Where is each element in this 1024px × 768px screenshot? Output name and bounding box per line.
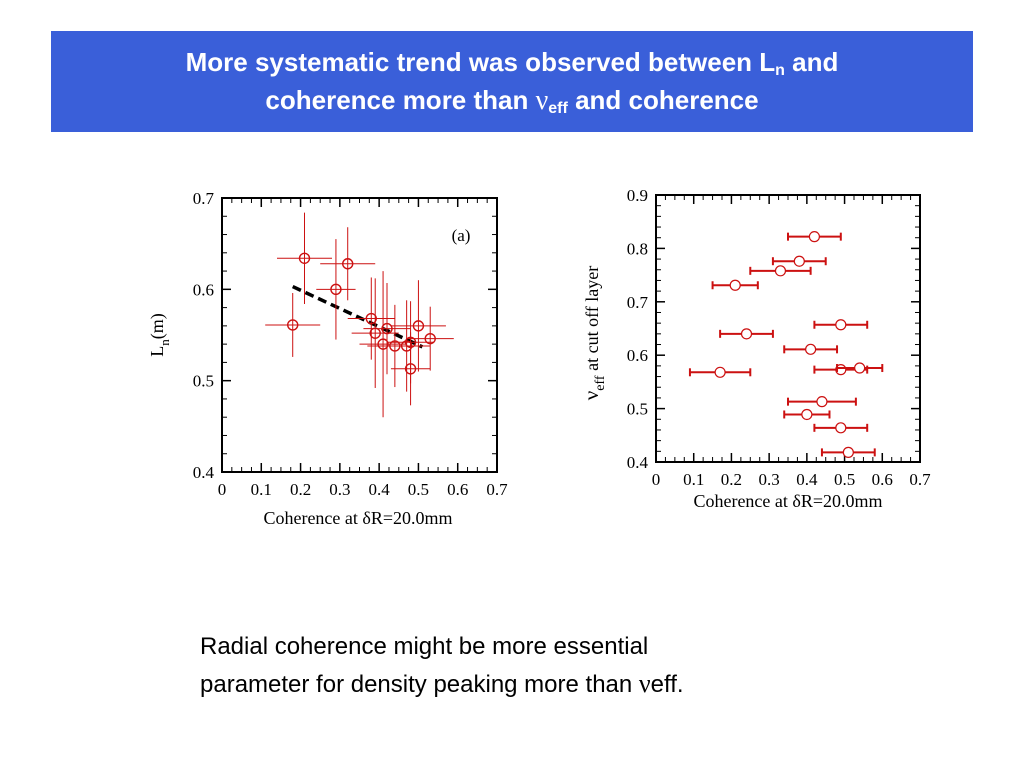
chart-a-ytick-label: 0.7 [193,189,215,208]
chart-a-ylabel-group: Ln(m) [147,313,172,357]
chart-a-ytick-label: 0.5 [193,372,214,391]
chart-b-data-point [793,255,805,267]
chart-b-ylabel-post: at cut off layer [582,266,602,376]
chart-b-ytick-label: 0.7 [627,293,649,312]
title-line-1: More systematic trend was observed betwe… [185,47,839,79]
chart-a-ytick-label: 0.6 [193,280,214,299]
chart-a-xlabel: Coherence at δR=20.0mm [263,508,452,528]
chart-a-ytick-label: 0.4 [193,463,215,482]
svg-text:νeff at cut off layer: νeff at cut off layer [579,266,608,400]
chart-a-xtick-label: 0.4 [369,480,391,499]
chart-a-ylabel-sub: n [157,339,172,346]
plot-layer: 0 0.1 0.2 0.3 0.4 0.5 0.6 0.7 0.4 0.5 0.6 0.7 0 0.1 0.… [193,186,931,499]
svg-text:Ln(m): Ln(m) [147,313,172,357]
chart-b-data-point [808,231,821,243]
chart-b-data-point [835,422,847,434]
chart-b-data-point [842,446,854,458]
chart-a-xtick-label: 0.7 [486,480,508,499]
title-banner: More systematic trend was observed betwe… [51,31,973,132]
title-line-2: coherence more than νeff and coherence [265,85,759,117]
chart-b-xtick-label: 0.2 [721,470,742,489]
chart-b-xtick-label: 0.4 [796,470,818,489]
conclusion-line-1: Radial coherence might be more essential [200,633,649,660]
chart-b-ytick-label: 0.6 [627,346,648,365]
chart-a-xtick-label: 0.6 [447,480,468,499]
chart-b-ytick-label: 0.5 [627,400,648,419]
chart-b-data-point [854,362,866,374]
chart-a-xtick-label: 0.2 [290,480,311,499]
chart-a-data-point [330,283,342,296]
chart-a-data-point [365,312,377,325]
chart-a-trend-line [291,285,424,349]
chart-a-ylabel-post: (m) [147,313,168,339]
chart-b-ytick-label: 0.4 [627,453,649,472]
chart-b-data-point [729,279,741,291]
chart-a-panel-label: (a) [452,226,471,245]
chart-b-data-point [816,396,828,408]
chart-b-data-point [805,343,817,355]
chart-b-ylabel-sub: eff [593,375,608,391]
chart-a-xtick-label: 0 [218,480,227,499]
chart-b-data-point [740,328,753,340]
chart-b-data-point [835,319,847,331]
chart-a-data-point [377,338,389,350]
conclusion-line-2: parameter for density peaking more than … [200,669,684,698]
chart-a-data-point [424,332,436,345]
chart-b-xlabel: Coherence at δR=20.0mm [693,491,882,511]
chart-a-xtick-label: 0.1 [251,480,272,499]
chart-b-xtick-label: 0.1 [683,470,704,489]
chart-a-data-point [400,340,413,352]
chart-a-xtick-label: 0.5 [408,480,429,499]
chart-b-ylabel-group: νeff at cut off layer [579,266,608,400]
chart-b-data-point [774,265,787,277]
chart-a-data-point [298,252,311,264]
chart-b-data-point [714,366,726,378]
chart-b-xtick-label: 0 [652,470,661,489]
chart-b-xtick-label: 0.6 [872,470,893,489]
chart-b-xtick-label: 0.7 [909,470,931,489]
conclusion-text: Radial coherence might be more essential… [200,628,900,703]
chart-b-ytick-label: 0.9 [627,186,648,205]
chart-a-data-point [404,336,417,349]
chart-a-ylabel: L [147,346,167,357]
chart-a-xtick-label: 0.3 [329,480,350,499]
chart-b-ytick-label: 0.8 [627,239,648,258]
chart-b-ylabel: ν [579,391,603,401]
chart-a-data-point [381,322,393,335]
chart-b-xtick-label: 0.3 [759,470,780,489]
chart-a-data-point [287,319,299,331]
chart-a-data-point [412,320,425,332]
chart-b-data-point [801,408,813,421]
chart-a-data-point [342,258,354,270]
chart-b-xtick-label: 0.5 [834,470,855,489]
